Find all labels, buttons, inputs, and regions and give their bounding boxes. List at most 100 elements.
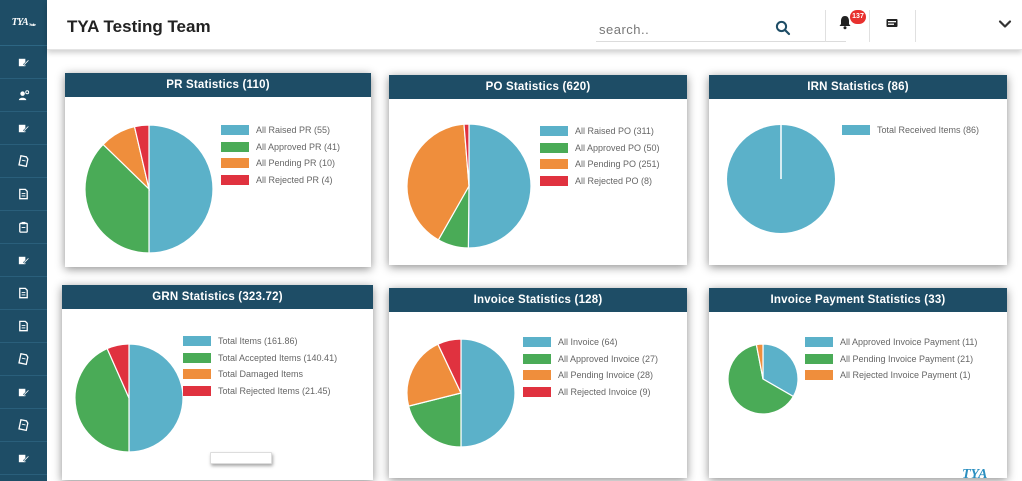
legend-swatch — [523, 370, 551, 381]
legend-swatch — [183, 369, 211, 380]
pie-slice[interactable] — [437, 338, 462, 394]
card-title: GRN Statistics (323.72) — [62, 285, 373, 309]
search-input[interactable] — [599, 22, 769, 37]
legend-item[interactable]: Total Items (161.86) — [183, 333, 337, 350]
pie-slice[interactable] — [467, 123, 532, 249]
sidebar-item-7[interactable] — [0, 244, 47, 277]
sidebar-item-10[interactable] — [0, 343, 47, 376]
legend-item[interactable]: Total Received Items (86) — [842, 122, 979, 139]
legend-item[interactable]: All Raised PR (55) — [221, 122, 340, 139]
legend-item[interactable]: All Pending Invoice (28) — [523, 367, 658, 384]
legend-item[interactable]: All Approved Invoice (27) — [523, 351, 658, 368]
legend-swatch — [221, 125, 249, 136]
sidebar-logo[interactable]: TYA Suite — [0, 0, 47, 46]
legend-item[interactable]: All Pending PR (10) — [221, 155, 340, 172]
card-title: Invoice Statistics (128) — [389, 288, 687, 312]
pie-chart — [74, 343, 184, 453]
legend-label: All Approved PR (41) — [256, 141, 341, 152]
legend-label: All Raised PR (55) — [256, 125, 331, 136]
legend-label: Total Items (161.86) — [218, 336, 298, 347]
legend-item[interactable]: All Pending Invoice Payment (21) — [805, 351, 977, 368]
legend-label: Total Damaged Items — [218, 369, 304, 380]
legend-item[interactable]: All Rejected Invoice (9) — [523, 384, 658, 401]
pie-slice[interactable] — [755, 343, 764, 380]
search-icon[interactable] — [774, 19, 792, 37]
bell-icon[interactable] — [838, 14, 852, 30]
legend-swatch — [540, 175, 568, 186]
legend-item[interactable]: All Approved PR (41) — [221, 139, 340, 156]
pie-slice[interactable] — [407, 392, 462, 448]
notification-badge: 137 — [850, 10, 866, 24]
card-title: PO Statistics (620) — [389, 75, 687, 99]
sidebar-item-11[interactable] — [0, 376, 47, 409]
sidebar-item-5[interactable] — [0, 178, 47, 211]
legend-item[interactable]: All Pending PO (251) — [540, 156, 660, 173]
pie-slice[interactable] — [727, 343, 795, 415]
pie-slice[interactable] — [148, 124, 214, 254]
legend-item[interactable]: All Rejected PR (4) — [221, 172, 340, 189]
card-title: IRN Statistics (86) — [709, 75, 1007, 99]
pie-slice[interactable] — [74, 347, 130, 453]
sidebar-item-2[interactable] — [0, 79, 47, 112]
legend-item[interactable]: Total Damaged Items — [183, 366, 337, 383]
user-card-icon[interactable] — [885, 16, 899, 30]
legend-swatch — [221, 174, 249, 185]
pie-chart — [727, 125, 835, 233]
chart-action-button[interactable] — [210, 452, 272, 464]
chart-legend: Total Received Items (86) — [842, 122, 979, 139]
pie-chart — [406, 123, 532, 249]
pie-slice[interactable] — [84, 143, 150, 254]
legend-swatch — [805, 337, 833, 348]
sidebar-item-1[interactable] — [0, 46, 47, 79]
pr-statistics-card: PR Statistics (110) All Raised PR (55) Al… — [65, 73, 371, 267]
sidebar-item-12[interactable] — [0, 409, 47, 442]
legend-label: All Rejected PR (4) — [256, 174, 333, 185]
legend-swatch — [183, 336, 211, 347]
legend-item[interactable]: All Approved PO (50) — [540, 140, 660, 157]
legend-swatch — [183, 385, 211, 396]
legend-swatch — [523, 353, 551, 364]
legend-label: All Approved Invoice Payment (11) — [840, 337, 978, 348]
invoice-statistics-card: Invoice Statistics (128) All Invoice (64… — [389, 288, 687, 478]
legend-item[interactable]: Total Accepted Items (140.41) — [183, 350, 337, 367]
legend-item[interactable]: Total Rejected Items (21.45) — [183, 383, 337, 400]
chart-legend: All Raised PR (55) All Approved PR (41) Al… — [221, 122, 340, 188]
pie-slice[interactable] — [463, 123, 470, 187]
legend-label: All Rejected Invoice (9) — [558, 386, 651, 397]
pie-slice[interactable] — [406, 123, 470, 241]
legend-item[interactable]: All Raised PO (311) — [540, 123, 660, 140]
legend-item[interactable]: All Invoice (64) — [523, 334, 658, 351]
pie-slice[interactable] — [128, 343, 184, 453]
sidebar: TYA Suite — [0, 0, 47, 481]
legend-label: All Raised PO (311) — [575, 126, 654, 137]
edit-icon — [18, 256, 30, 264]
sidebar-item-3[interactable] — [0, 112, 47, 145]
legend-label: Total Received Items (86) — [877, 125, 980, 136]
legend-label: Total Accepted Items (140.41) — [218, 352, 338, 363]
pie-slice[interactable] — [406, 343, 462, 407]
file-icon — [19, 188, 28, 199]
legend-label: All Pending PO (251) — [575, 159, 660, 170]
file-icon — [19, 320, 28, 331]
card-title: Invoice Payment Statistics (33) — [709, 288, 1007, 312]
chart-legend: Total Items (161.86) Total Accepted Items… — [183, 333, 337, 399]
legend-label: All Pending Invoice Payment (21) — [840, 353, 974, 364]
sidebar-item-4[interactable] — [0, 145, 47, 178]
legend-swatch — [221, 141, 249, 152]
legend-item[interactable]: All Approved Invoice Payment (11) — [805, 334, 977, 351]
sidebar-item-9[interactable] — [0, 310, 47, 343]
sidebar-item-13[interactable] — [0, 442, 47, 475]
irn-statistics-card: IRN Statistics (86) Total Received Items… — [709, 75, 1007, 265]
legend-swatch — [221, 158, 249, 169]
sidebar-item-8[interactable] — [0, 277, 47, 310]
legend-item[interactable]: All Rejected Invoice Payment (1) — [805, 367, 977, 384]
grn-statistics-card: GRN Statistics (323.72) Total Items (161… — [62, 285, 373, 480]
legend-label: All Approved PO (50) — [575, 142, 660, 153]
pie-slice[interactable] — [106, 343, 130, 399]
chevron-down-icon[interactable] — [997, 16, 1013, 32]
header-divider — [869, 10, 870, 42]
pie-slice[interactable] — [133, 124, 150, 190]
legend-item[interactable]: All Rejected PO (8) — [540, 173, 660, 190]
pie-slice[interactable] — [460, 338, 516, 448]
sidebar-item-6[interactable] — [0, 211, 47, 244]
